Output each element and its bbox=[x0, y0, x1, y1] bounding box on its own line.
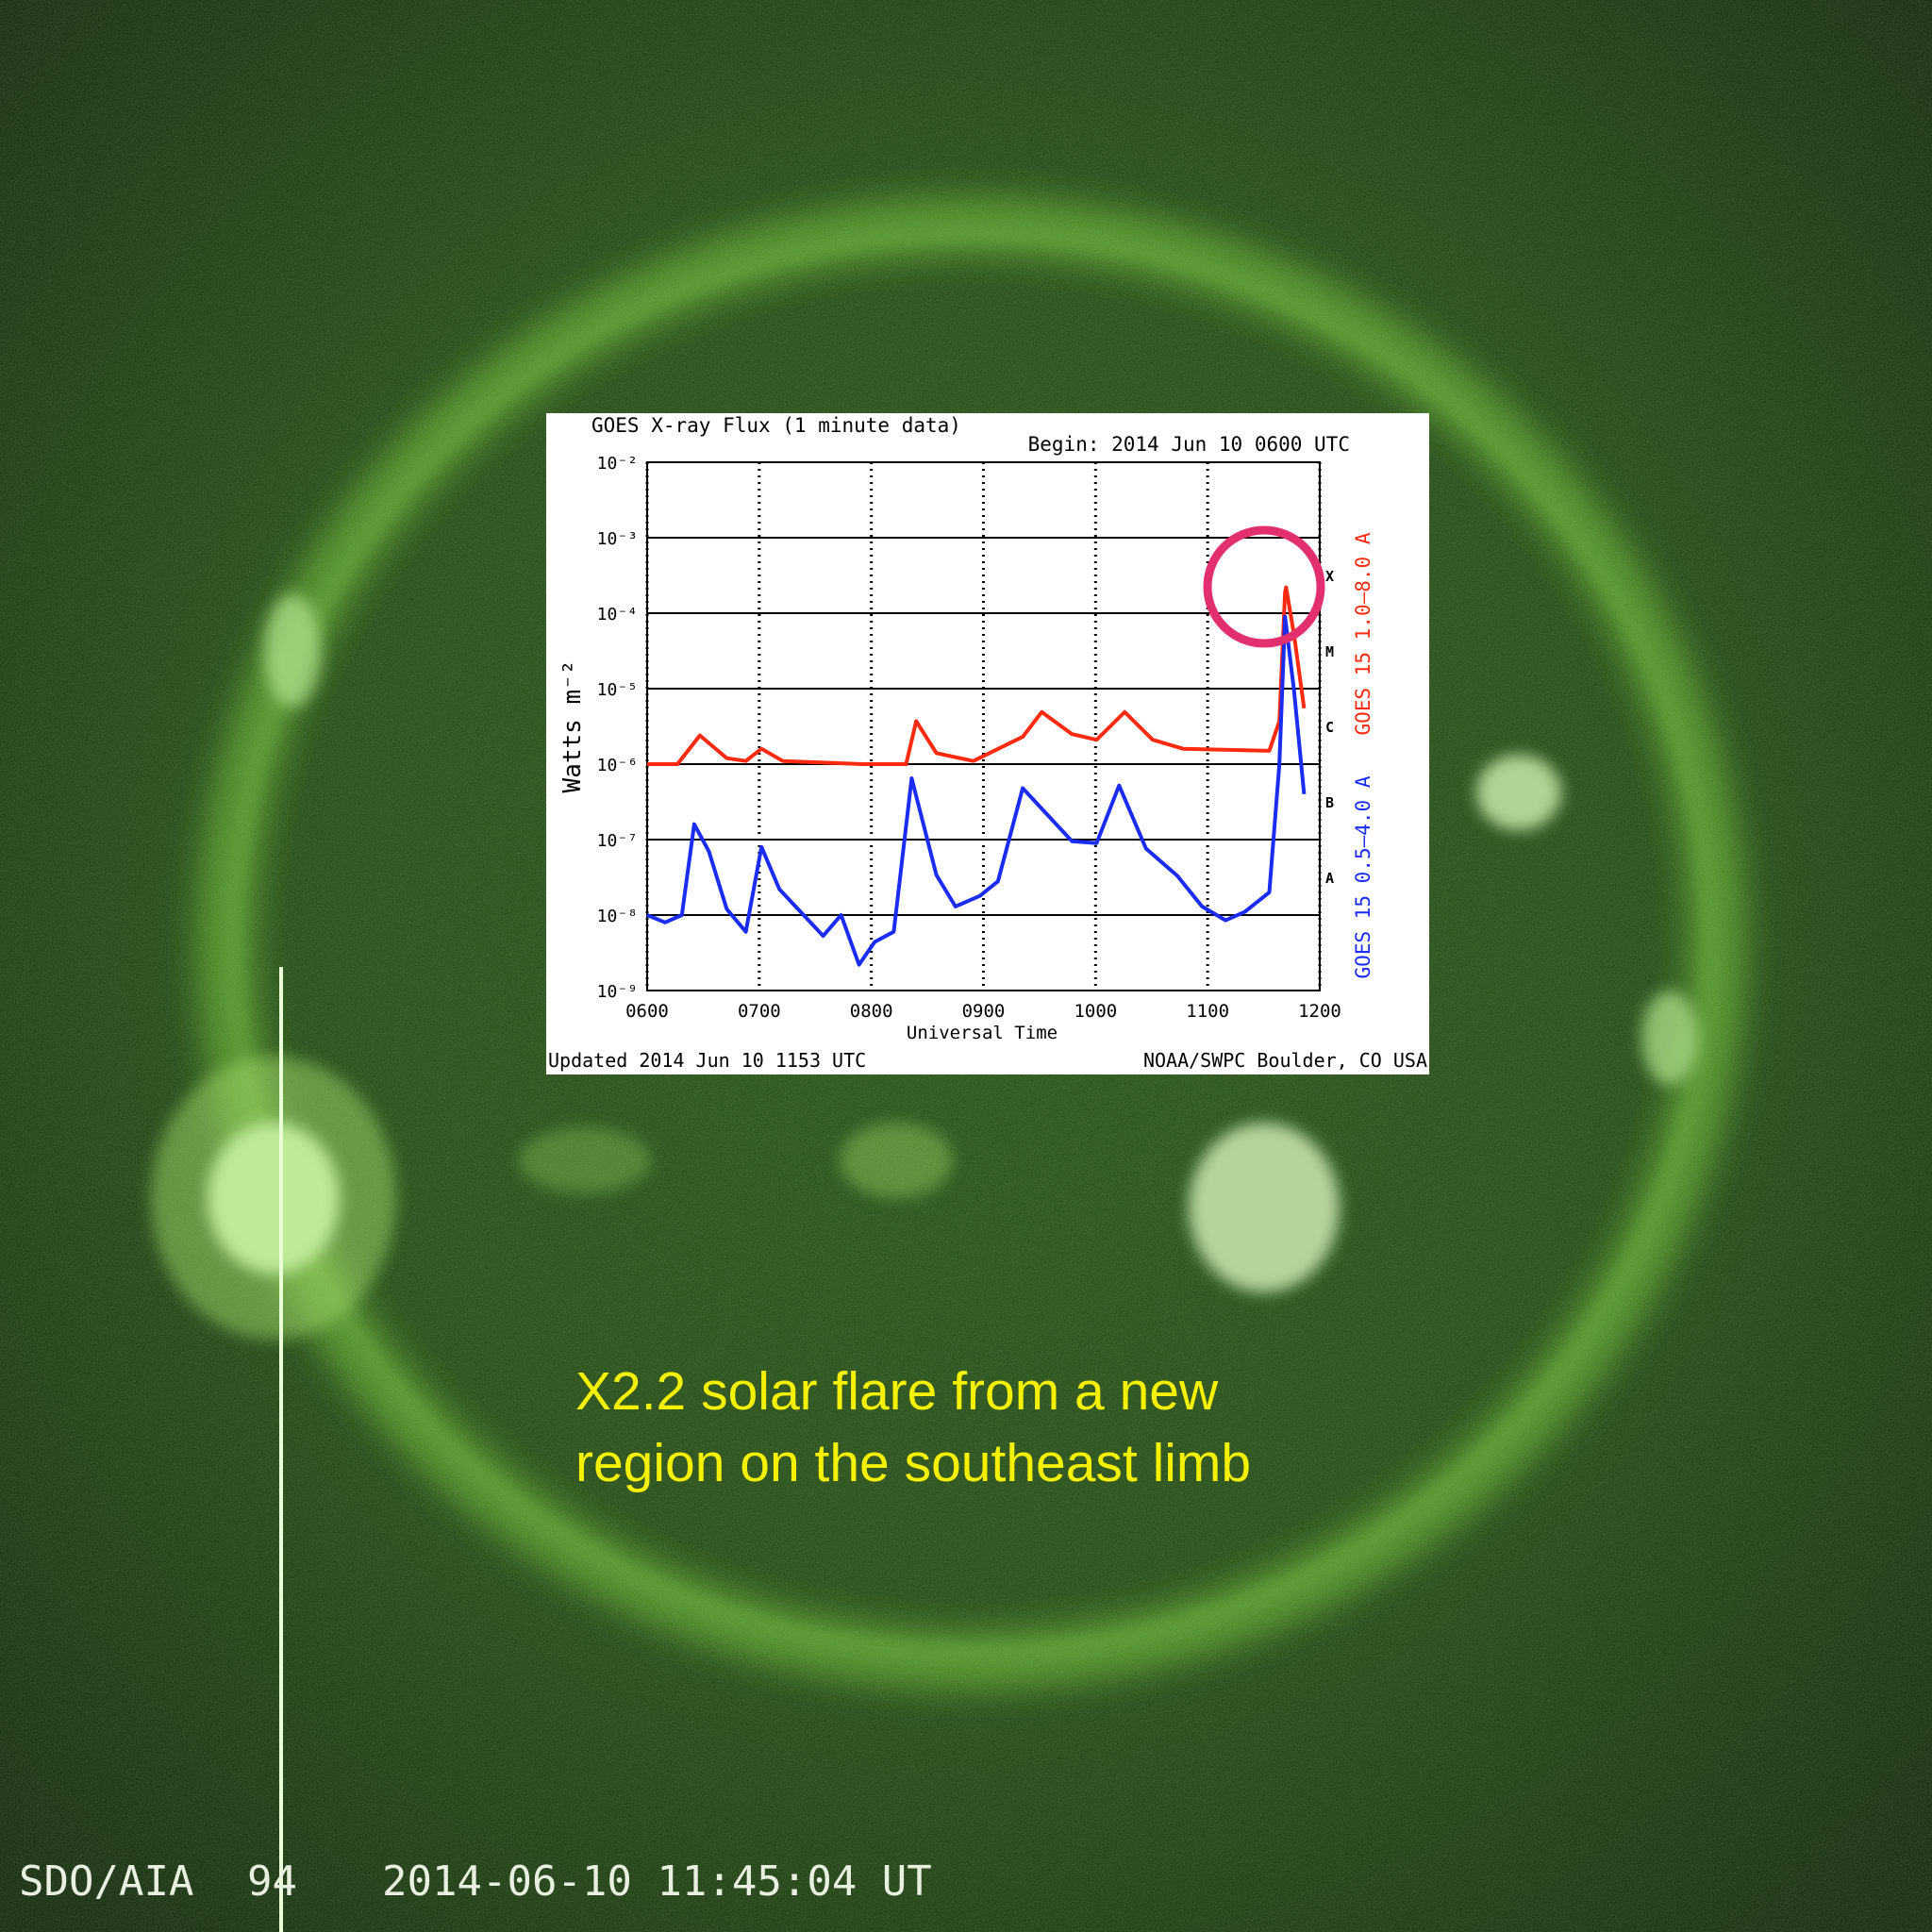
caption-line: X2.2 solar flare from a new bbox=[575, 1361, 1219, 1422]
flare-class-label: C bbox=[1325, 719, 1334, 736]
x-tick-label: 0600 bbox=[625, 1001, 669, 1022]
x-tick-label: 1200 bbox=[1298, 1001, 1341, 1022]
plot-frame bbox=[646, 461, 1321, 991]
flare-class-label: A bbox=[1325, 870, 1334, 887]
footer-left: Updated 2014 Jun 10 1153 UTC bbox=[548, 1049, 866, 1072]
legend-entry: GOES 15 1.0–8.0 A bbox=[1352, 532, 1374, 735]
x-tick-label: 1100 bbox=[1186, 1001, 1229, 1022]
y-tick-label: 10⁻⁵ bbox=[597, 680, 638, 700]
y-tick-label: 10⁻⁸ bbox=[597, 907, 638, 926]
legend-entry: GOES 15 0.5–4.0 A bbox=[1352, 775, 1374, 978]
x-axis-label: Universal Time bbox=[907, 1023, 1058, 1043]
y-tick-label: 10⁻⁶ bbox=[597, 756, 638, 775]
y-tick-label: 10⁻⁹ bbox=[597, 982, 638, 1002]
footer-right: NOAA/SWPC Boulder, CO USA bbox=[1143, 1049, 1427, 1072]
y-tick-label: 10⁻⁴ bbox=[597, 605, 638, 625]
x-tick-label: 0700 bbox=[738, 1001, 781, 1022]
x-tick-label: 0800 bbox=[850, 1001, 893, 1022]
chart-subtitle: Begin: 2014 Jun 10 0600 UTC bbox=[1028, 433, 1350, 456]
y-tick-label: 10⁻³ bbox=[597, 529, 638, 549]
flare-class-label: B bbox=[1325, 794, 1334, 811]
highlight-circle bbox=[1203, 525, 1325, 648]
chart-title: GOES X-ray Flux (1 minute data) bbox=[591, 414, 961, 437]
instrument: SDO/AIA bbox=[19, 1857, 193, 1906]
series-line bbox=[646, 614, 1307, 967]
timestamp: 2014-06-10 11:45:04 UT bbox=[382, 1857, 932, 1906]
caption-line: region on the southeast limb bbox=[575, 1433, 1251, 1493]
y-tick-label: 10⁻⁷ bbox=[597, 831, 638, 851]
y-tick-label: 10⁻² bbox=[597, 454, 638, 474]
chart-panel bbox=[546, 413, 1429, 1074]
y-axis-label: Watts m⁻² bbox=[558, 660, 587, 793]
wavelength: 94 bbox=[247, 1857, 297, 1906]
chart: GOES X-ray Flux (1 minute data) Begin: 2… bbox=[548, 414, 1427, 1072]
x-tick-label: 1000 bbox=[1074, 1001, 1117, 1022]
x-tick-label: 0900 bbox=[962, 1001, 1006, 1022]
flare-class-label: X bbox=[1325, 568, 1334, 585]
flare-class-label: M bbox=[1325, 643, 1334, 660]
